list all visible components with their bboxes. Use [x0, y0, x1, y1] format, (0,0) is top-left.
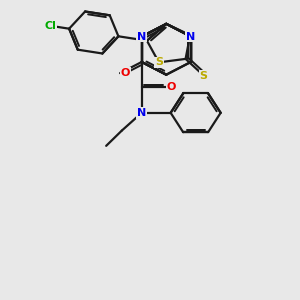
Text: S: S — [200, 70, 208, 81]
Text: N: N — [137, 108, 146, 118]
Text: Cl: Cl — [44, 21, 56, 31]
Text: N: N — [186, 32, 196, 42]
Text: O: O — [166, 82, 176, 92]
Text: O: O — [121, 68, 130, 78]
Text: S: S — [155, 57, 163, 68]
Text: N: N — [137, 32, 146, 42]
